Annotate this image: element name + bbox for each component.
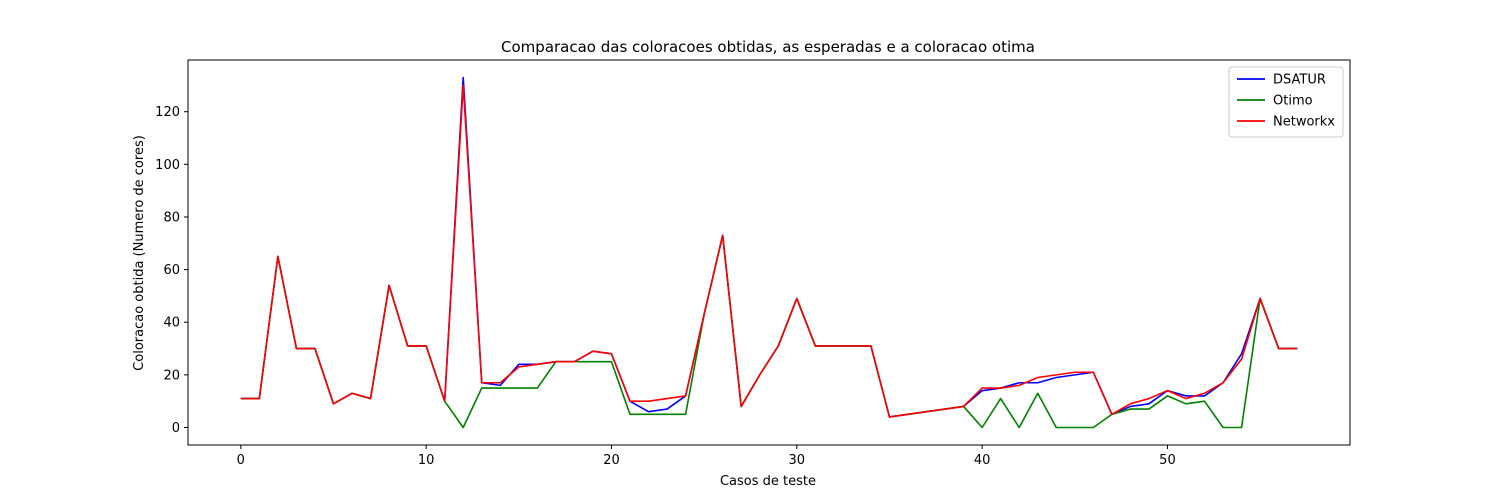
chart-title: Comparacao das coloracoes obtidas, as es… [501,38,1035,56]
legend-label-networkx: Networkx [1273,115,1335,130]
legend-label-dsatur: DSATUR [1273,73,1326,88]
y-tick-label: 0 [172,421,180,436]
y-tick-label: 100 [155,158,180,173]
y-axis-label: Coloracao obtida (Numero de cores) [132,135,147,371]
legend-box [1228,66,1344,138]
x-axis-label: Casos de teste [720,474,816,489]
plot-area [187,59,1351,446]
x-tick-label: 20 [603,453,620,468]
x-tick-label: 40 [974,453,991,468]
y-tick-label: 120 [155,105,180,120]
y-tick-label: 40 [163,316,180,331]
x-axis: 0 10 20 30 40 50 [237,445,1176,468]
x-tick-label: 50 [1159,453,1176,468]
axes-frame [187,59,1351,446]
series-line-networkx [240,84,1298,418]
y-tick-label: 60 [163,263,180,278]
y-axis: 0 20 40 60 80 100 120 [155,105,188,436]
x-tick-label: 30 [789,453,806,468]
x-tick-label: 10 [418,453,435,468]
legend: DSATUR Otimo Networkx [1228,66,1344,138]
legend-label-otimo: Otimo [1273,94,1313,109]
x-tick-label: 0 [237,453,245,468]
y-tick-label: 80 [163,210,180,225]
y-tick-label: 20 [163,368,180,383]
